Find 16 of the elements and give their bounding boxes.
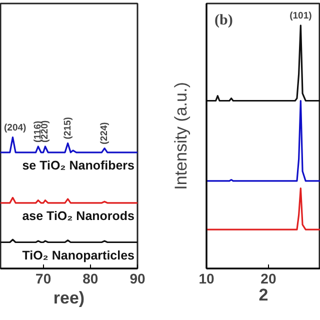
series-label: TiO₂ Nanoparticles [22,248,135,262]
series-label: ase TiO₂ Nanorods [22,208,135,223]
series-label: se TiO₂ Nanofibers [22,158,135,172]
x-tick-label: 10 [198,270,214,286]
x-tick-label: 70 [36,270,52,286]
x-tick-label: 80 [82,270,98,286]
x-tick-label: 90 [130,270,146,286]
annotation: (101) [290,10,312,22]
annotation: (224) [99,122,110,144]
annotation: (b) [214,12,233,28]
x-tick-label: 20 [260,270,276,286]
annotation: (215) [62,117,74,140]
y-axis-title: Intensity (a.u.) [172,82,190,190]
x-axis-title: 2 [258,286,268,304]
annotation: (204) [4,122,26,134]
x-axis-title: ree) [53,288,85,308]
